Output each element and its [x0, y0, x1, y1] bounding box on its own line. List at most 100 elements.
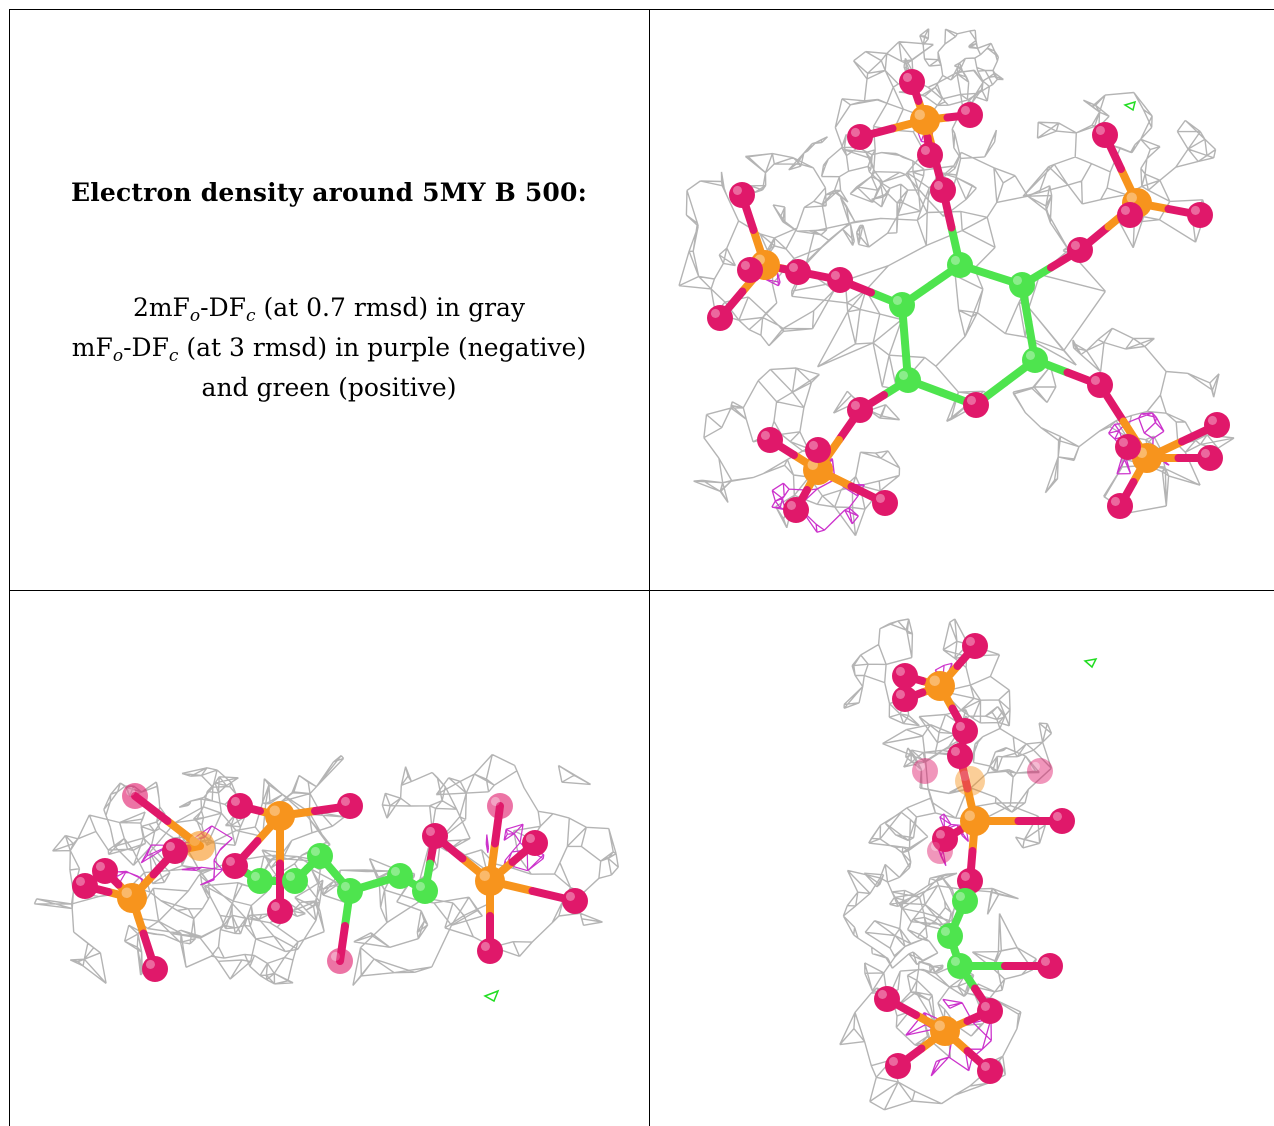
- top-view-molecule-image: [678, 28, 1235, 537]
- phosphorus-atom: [117, 883, 147, 913]
- density-mesh-positive: [483, 989, 500, 1003]
- phosphorus-atom: [955, 766, 985, 796]
- oxygen-atom: [917, 142, 943, 168]
- carbon-atom: [247, 868, 273, 894]
- carbon-atom: [307, 843, 333, 869]
- density-mesh-gray: [1012, 327, 1235, 514]
- oxygen-atom: [952, 718, 978, 744]
- oxygen-atom: [1092, 122, 1118, 148]
- phosphorus-atom: [930, 1016, 960, 1046]
- caption-line-positive: and green (positive): [201, 373, 457, 402]
- oxygen-atom: [932, 826, 958, 852]
- oxygen-atom: [267, 898, 293, 924]
- oxygen-atom: [422, 823, 448, 849]
- oxygen-atom: [783, 497, 809, 523]
- oxygen-atom: [885, 1053, 911, 1079]
- oxygen-atom: [1037, 953, 1063, 979]
- oxygen-atom: [977, 998, 1003, 1024]
- density-mesh-gray: [33, 811, 211, 984]
- end-view-panel: [650, 591, 1274, 1126]
- oxygen-atom: [72, 873, 98, 899]
- oxygen-atom: [827, 267, 853, 293]
- oxygen-atom: [1087, 372, 1113, 398]
- caption-title: Electron density around 5MY B 500:: [70, 178, 588, 207]
- border-top: [9, 9, 1274, 10]
- oxygen-atom: [892, 663, 918, 689]
- carbon-atom: [337, 878, 363, 904]
- oxygen-atom: [729, 182, 755, 208]
- carbon-atom: [1009, 272, 1035, 298]
- oxygen-atom: [1107, 493, 1133, 519]
- side-view-panel: [10, 591, 649, 1126]
- oxygen-atom: [957, 102, 983, 128]
- carbon-atom: [952, 888, 978, 914]
- oxygen-atom: [899, 69, 925, 95]
- density-mesh-gray: [772, 134, 925, 248]
- phosphorus-atom: [925, 671, 955, 701]
- oxygen-atom: [122, 783, 148, 809]
- carbon-atom: [412, 878, 438, 904]
- oxygen-atom: [957, 868, 983, 894]
- oxygen-atom: [522, 830, 548, 856]
- oxygen-atom: [477, 938, 503, 964]
- density-mesh-gray: [842, 811, 958, 969]
- oxygen-atom: [487, 793, 513, 819]
- end-view-molecule-image: [839, 618, 1098, 1111]
- carbon-atom: [889, 292, 915, 318]
- oxygen-atom: [1067, 237, 1093, 263]
- carbon-atom: [947, 252, 973, 278]
- density-mesh-gray: [149, 776, 331, 980]
- oxygen-atom: [847, 397, 873, 423]
- border-left: [9, 9, 10, 1126]
- density-mesh-gray: [678, 152, 855, 347]
- oxygen-atom: [927, 838, 953, 864]
- oxygen-atom: [1197, 445, 1223, 471]
- oxygen-atom: [805, 437, 831, 463]
- border-center: [649, 9, 650, 1126]
- oxygen-atom: [222, 853, 248, 879]
- caption-line-gray: 2mFo-DFc (at 0.7 rmsd) in gray: [132, 293, 526, 326]
- oxygen-atom: [912, 758, 938, 784]
- oxygen-atom: [1117, 202, 1143, 228]
- carbon-atom: [895, 367, 921, 393]
- border-middle: [9, 590, 1274, 591]
- oxygen-atom: [707, 305, 733, 331]
- oxygen-atom: [930, 177, 956, 203]
- density-mesh-gray: [898, 28, 1004, 107]
- oxygen-atom: [874, 986, 900, 1012]
- density-mesh-positive: [1123, 100, 1137, 112]
- caption-line-difference: mFo-DFc (at 3 rmsd) in purple (negative): [71, 333, 587, 366]
- oxygen-atom: [1115, 434, 1141, 460]
- density-mesh-positive: [1083, 657, 1098, 669]
- oxygen-atom: [1049, 808, 1075, 834]
- oxygen-atom: [757, 427, 783, 453]
- density-mesh-gray: [134, 854, 483, 986]
- density-mesh-gray: [1022, 91, 1217, 262]
- carbon-atom: [387, 863, 413, 889]
- phosphorus-atom: [265, 801, 295, 831]
- oxygen-atom: [737, 257, 763, 283]
- caption-cell: Electron density around 5MY B 500: 2mFo-…: [10, 10, 648, 588]
- oxygen-atom: [977, 1058, 1003, 1084]
- oxygen-atom: [562, 888, 588, 914]
- phosphorus-atom: [910, 105, 940, 135]
- oxygen-atom: [963, 392, 989, 418]
- oxygen-atom: [227, 793, 253, 819]
- carbon-atom: [282, 868, 308, 894]
- carbon-atom: [937, 923, 963, 949]
- oxygen-atom: [92, 858, 118, 884]
- top-view-panel: [650, 10, 1274, 590]
- phosphorus-atom: [960, 806, 990, 836]
- carbon-atom: [1022, 347, 1048, 373]
- oxygen-atom: [892, 686, 918, 712]
- phosphorus-atom: [475, 866, 505, 896]
- oxygen-atom: [785, 259, 811, 285]
- oxygen-atom: [162, 838, 188, 864]
- oxygen-atom: [142, 956, 168, 982]
- oxygen-atom: [327, 948, 353, 974]
- oxygen-atom: [947, 743, 973, 769]
- oxygen-atom: [1027, 758, 1053, 784]
- caption-description: 2mFo-DFc (at 0.7 rmsd) in gray mFo-DFc (…: [10, 292, 648, 403]
- oxygen-atom: [847, 124, 873, 150]
- oxygen-atom: [1204, 412, 1230, 438]
